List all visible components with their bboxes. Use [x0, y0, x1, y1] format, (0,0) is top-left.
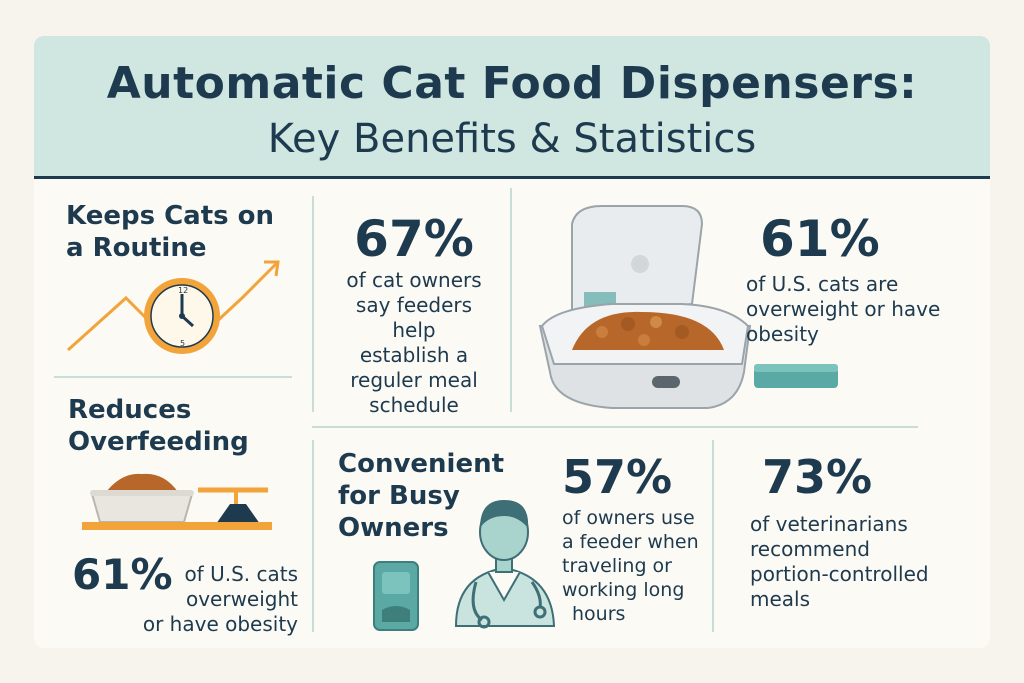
- routine-heading: Keeps Cats on a Routine: [66, 201, 275, 263]
- stat-travel: 57% of owners use a feeder when travelin…: [562, 452, 702, 626]
- divider: [312, 426, 918, 428]
- overfeeding-heading: Reduces Overfeeding: [68, 395, 249, 457]
- divider: [510, 188, 512, 412]
- stat-vets: 73% of veterinarians recommend portion-c…: [750, 452, 970, 612]
- stat-vets-text: of veterinarians recommend portion-contr…: [750, 512, 929, 611]
- svg-text:5: 5: [180, 339, 185, 348]
- feeder-device-icon: [373, 561, 419, 631]
- stat-overweight-value: 61%: [760, 210, 880, 268]
- stat-routine-text: of cat owners say feeders help establish…: [346, 268, 482, 417]
- clock-with-trend-arrow-icon: 12 5: [66, 260, 280, 354]
- svg-text:12: 12: [178, 286, 188, 295]
- divider: [312, 196, 314, 412]
- stat-travel-value: 57%: [562, 450, 673, 504]
- divider: [312, 440, 314, 632]
- header-banner: Automatic Cat Food Dispensers: Key Benef…: [34, 36, 990, 179]
- overfeeding-stat-text: of U.S. cats overweight or have obesity: [142, 562, 298, 636]
- title-line-1: Automatic Cat Food Dispensers:: [106, 58, 918, 109]
- veterinarian-icon: [454, 500, 556, 629]
- stat-travel-text: of owners use a feeder when traveling or…: [562, 507, 699, 625]
- infographic-card: Automatic Cat Food Dispensers: Key Benef…: [34, 36, 990, 648]
- stat-routine: 67% of cat owners say feeders help estab…: [334, 212, 494, 418]
- automatic-feeder-icon: [538, 205, 752, 409]
- overfeeding-stat-value: 61%: [72, 550, 173, 599]
- divider: [712, 440, 714, 632]
- busy-heading: Convenient for Busy Owners: [338, 449, 505, 543]
- stat-overweight: 61% of U.S. cats are overweight or have …: [746, 212, 966, 347]
- stat-routine-value: 67%: [354, 210, 474, 268]
- divider: [54, 376, 292, 378]
- title-line-2: Key Benefits & Statistics: [267, 116, 757, 162]
- food-bowl-scale-icon: [82, 473, 272, 530]
- feeder-cartridge-icon: [754, 364, 838, 388]
- stat-vets-value: 73%: [762, 450, 873, 504]
- stat-overweight-text: of U.S. cats are overweight or have obes…: [746, 272, 941, 346]
